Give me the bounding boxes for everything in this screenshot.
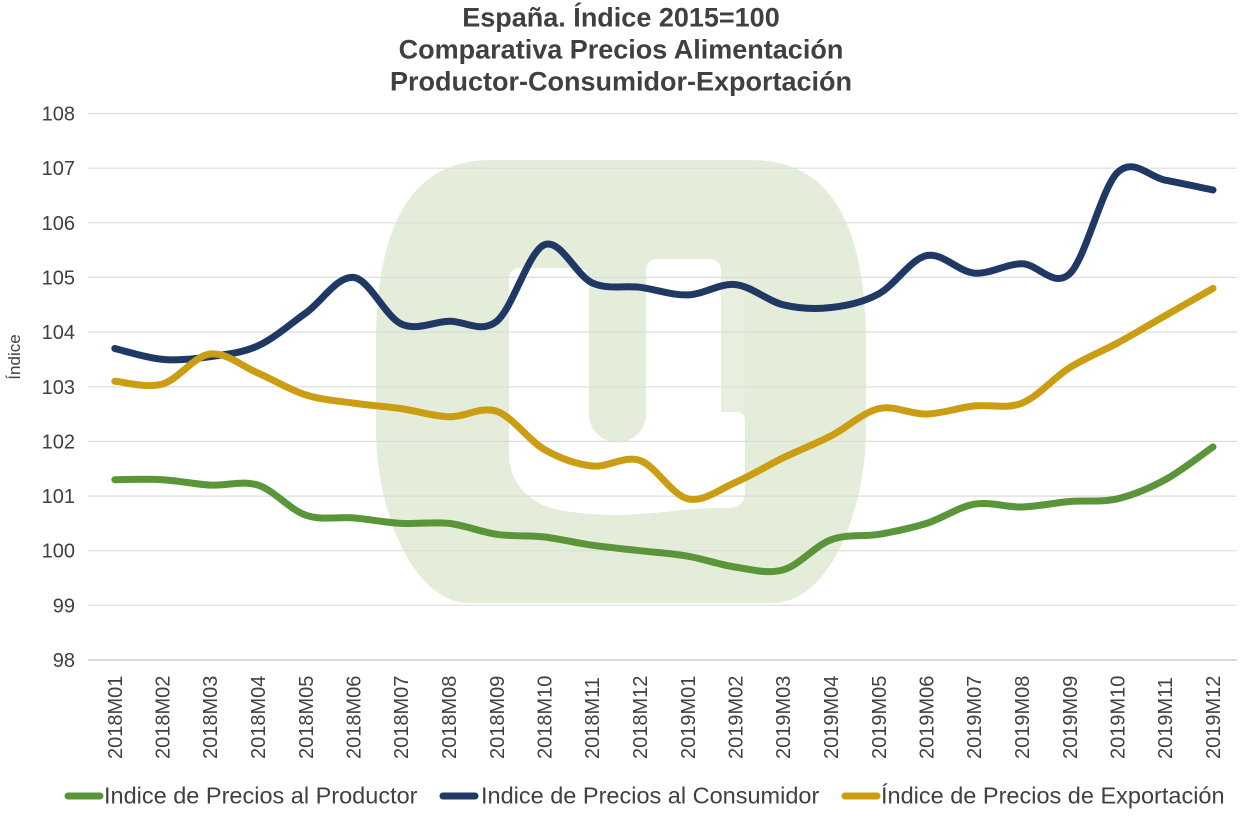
svg-text:2018M08: 2018M08 — [439, 676, 461, 759]
svg-text:2019M10: 2019M10 — [1108, 676, 1130, 759]
svg-text:2019M09: 2019M09 — [1060, 676, 1082, 759]
svg-text:2018M02: 2018M02 — [153, 676, 175, 759]
svg-text:Indice de Precios al Productor: Indice de Precios al Productor — [104, 783, 418, 809]
svg-text:2018M07: 2018M07 — [391, 676, 413, 759]
svg-text:2019M01: 2019M01 — [678, 676, 700, 759]
svg-text:2019M12: 2019M12 — [1203, 676, 1225, 759]
svg-text:2018M06: 2018M06 — [344, 676, 366, 759]
svg-text:103: 103 — [42, 377, 75, 399]
svg-text:Índice de Precios de Exportaci: Índice de Precios de Exportación — [881, 783, 1225, 809]
svg-text:2019M03: 2019M03 — [773, 676, 795, 759]
svg-text:2019M11: 2019M11 — [1155, 677, 1177, 759]
svg-text:2018M10: 2018M10 — [535, 676, 557, 759]
svg-text:100: 100 — [42, 541, 75, 563]
svg-text:102: 102 — [42, 431, 75, 453]
svg-text:2019M04: 2019M04 — [821, 676, 843, 759]
svg-text:2018M04: 2018M04 — [248, 676, 270, 759]
svg-text:2018M01: 2018M01 — [105, 676, 127, 759]
svg-text:Indice de Precios al Consumido: Indice de Precios al Consumidor — [481, 783, 819, 809]
svg-text:2019M02: 2019M02 — [726, 676, 748, 759]
svg-text:España. Índice 2015=100: España. Índice 2015=100 — [462, 2, 779, 33]
svg-text:2018M03: 2018M03 — [200, 676, 222, 759]
svg-text:105: 105 — [42, 267, 75, 289]
svg-text:106: 106 — [42, 213, 75, 235]
svg-text:2019M06: 2019M06 — [917, 676, 939, 759]
svg-text:Productor-Consumidor-Exportaci: Productor-Consumidor-Exportación — [390, 67, 852, 97]
svg-text:108: 108 — [42, 104, 75, 126]
svg-text:Comparativa Precios Alimentaci: Comparativa Precios Alimentación — [399, 35, 844, 65]
svg-text:2019M05: 2019M05 — [869, 676, 891, 759]
svg-text:2018M11: 2018M11 — [582, 677, 604, 759]
svg-text:2018M12: 2018M12 — [630, 676, 652, 759]
svg-text:101: 101 — [42, 486, 75, 508]
svg-text:Índice: Índice — [5, 334, 24, 379]
svg-text:98: 98 — [53, 650, 75, 672]
svg-text:107: 107 — [42, 158, 75, 180]
svg-text:2019M08: 2019M08 — [1012, 676, 1034, 759]
svg-text:99: 99 — [53, 595, 75, 617]
svg-text:2018M05: 2018M05 — [296, 676, 318, 759]
svg-text:2018M09: 2018M09 — [487, 676, 509, 759]
svg-text:2019M07: 2019M07 — [964, 676, 986, 759]
svg-text:104: 104 — [42, 322, 75, 344]
